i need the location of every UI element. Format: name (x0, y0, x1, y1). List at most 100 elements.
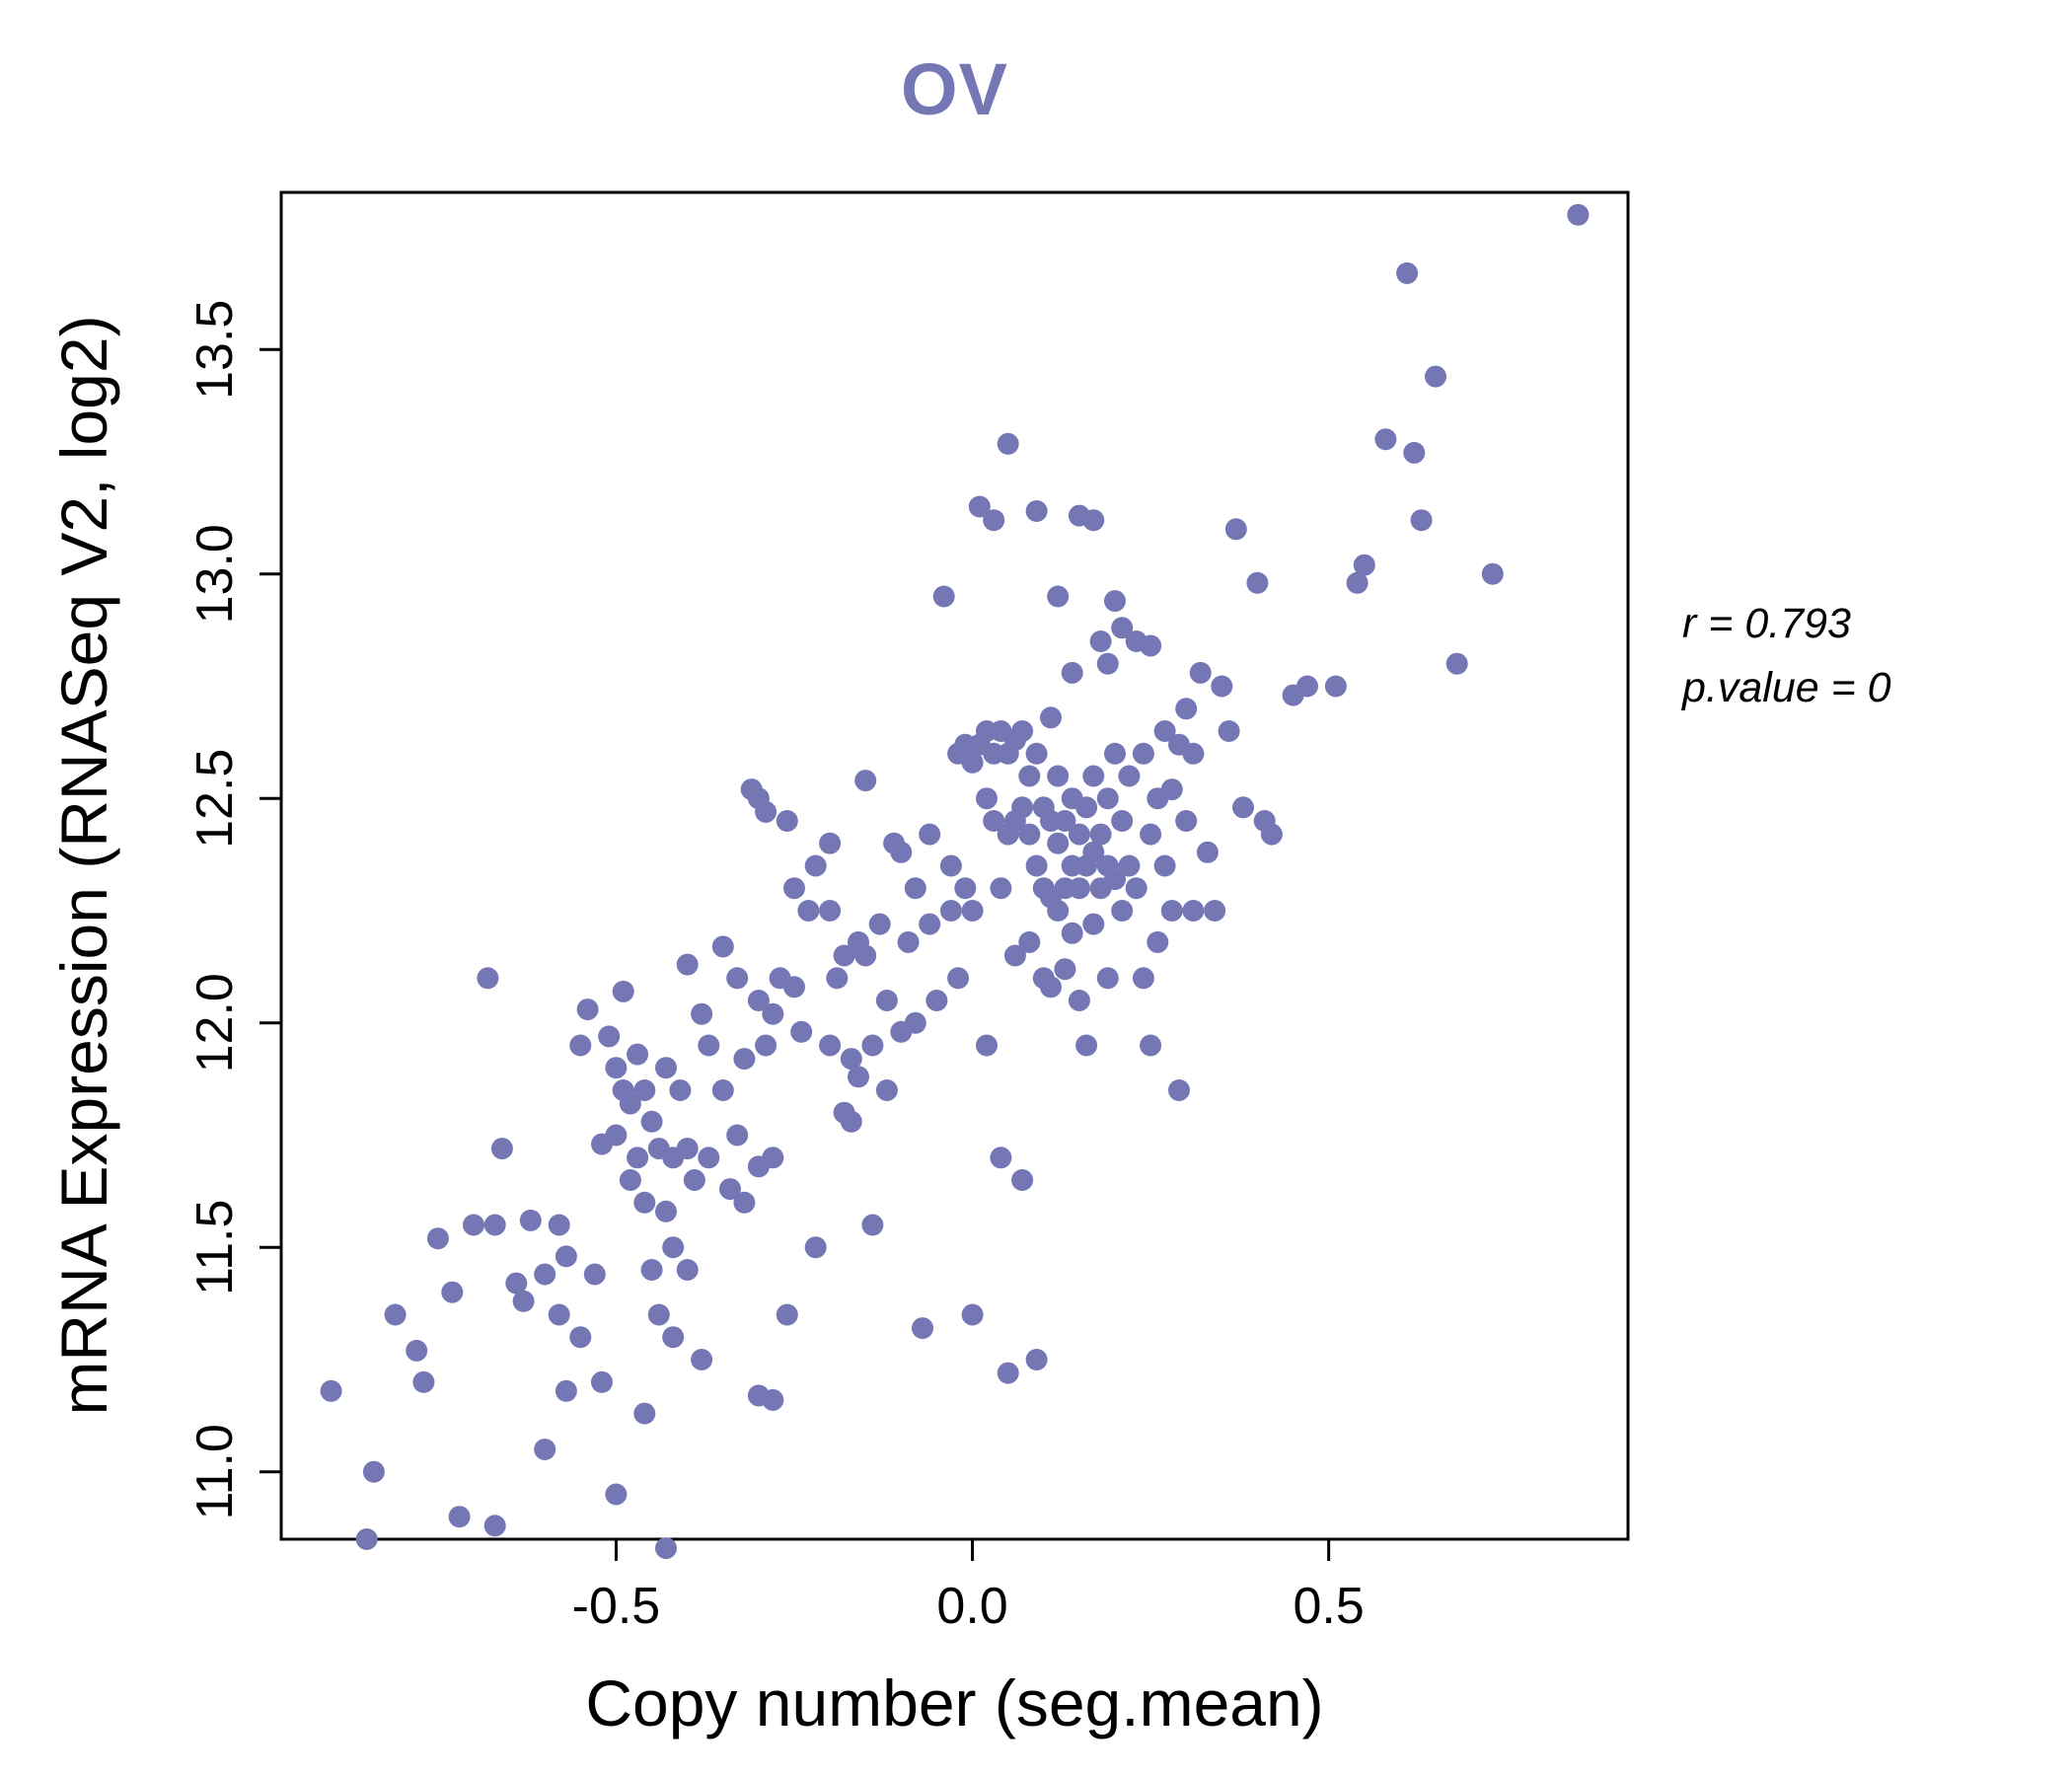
data-point (733, 1048, 756, 1071)
data-point (1011, 796, 1034, 819)
data-point (1403, 441, 1426, 464)
data-point (912, 1317, 933, 1340)
data-point (1147, 930, 1169, 953)
data-point (1140, 1034, 1162, 1057)
data-point (976, 787, 998, 810)
data-point (733, 1191, 756, 1214)
data-point (1068, 823, 1090, 846)
data-point (320, 1379, 342, 1402)
data-point (1047, 832, 1070, 854)
data-point (997, 1362, 1019, 1384)
data-point (463, 1214, 484, 1236)
data-point (1047, 585, 1070, 608)
data-point (1068, 877, 1090, 900)
data-point (762, 1002, 784, 1025)
data-point (534, 1439, 556, 1460)
data-point (1118, 765, 1141, 787)
data-point (569, 1326, 592, 1349)
data-point (726, 1124, 749, 1147)
data-point (1396, 261, 1419, 284)
data-point (1111, 617, 1134, 639)
data-point (1089, 630, 1112, 652)
data-point (483, 1214, 506, 1236)
data-point (698, 1147, 720, 1169)
data-point (897, 930, 920, 953)
y-tick-label: 11.0 (186, 1424, 244, 1519)
data-point (1132, 742, 1154, 765)
data-point (1374, 428, 1397, 451)
data-point (1189, 661, 1212, 684)
data-point (1111, 900, 1134, 922)
data-point (1025, 1349, 1048, 1370)
data-point (633, 1079, 656, 1101)
data-point (683, 1169, 705, 1191)
data-point (819, 900, 842, 922)
data-point (861, 1034, 884, 1057)
data-point (412, 1370, 435, 1393)
data-point (776, 810, 798, 832)
data-point (875, 990, 898, 1011)
data-point (698, 1034, 720, 1057)
data-point (406, 1339, 428, 1362)
data-point (1353, 554, 1375, 576)
data-point (711, 1079, 734, 1101)
data-point (1047, 765, 1070, 787)
chart-title: OV (901, 48, 1008, 130)
data-point (1096, 652, 1119, 675)
data-point (890, 841, 913, 863)
data-point (426, 1227, 449, 1250)
data-point (755, 1034, 777, 1057)
data-point (1153, 854, 1176, 877)
data-point (1153, 720, 1176, 742)
data-point (384, 1303, 407, 1326)
data-point (448, 1506, 471, 1528)
data-point (1089, 823, 1112, 846)
data-point (1040, 976, 1062, 999)
data-point (919, 913, 941, 935)
data-point (1218, 720, 1240, 742)
data-point (1025, 854, 1048, 877)
correlation-p-value: p.value = 0 (1682, 663, 1891, 711)
data-point (854, 770, 877, 792)
correlation-r-value: r = 0.793 (1682, 600, 1851, 647)
data-point (605, 1057, 628, 1079)
data-point (627, 1147, 649, 1169)
data-point (783, 877, 805, 900)
data-point (990, 1147, 1012, 1169)
data-point (797, 900, 820, 922)
data-point (925, 990, 948, 1011)
data-point (726, 967, 749, 990)
data-point (555, 1245, 577, 1268)
data-point (1425, 365, 1446, 388)
data-point (1003, 944, 1026, 967)
data-point (755, 800, 777, 823)
data-point (676, 1138, 699, 1160)
data-point (932, 585, 955, 608)
data-point (576, 999, 599, 1021)
data-point (990, 877, 1012, 900)
data-point (947, 967, 970, 990)
data-point (1182, 900, 1205, 922)
data-point (669, 1079, 692, 1101)
data-point (598, 1025, 621, 1048)
correlation-annotation: r = 0.793 p.value = 0 (1682, 592, 1891, 719)
data-point (1047, 900, 1070, 922)
data-point (1346, 571, 1369, 594)
data-point (483, 1515, 506, 1537)
data-point (1025, 500, 1048, 522)
data-point (512, 1290, 535, 1312)
y-tick-label: 11.5 (186, 1200, 244, 1295)
y-tick-label: 13.5 (186, 300, 244, 400)
data-point (676, 953, 699, 976)
data-point (904, 1011, 926, 1034)
data-point (619, 1169, 641, 1191)
data-point (1175, 698, 1198, 720)
data-point (662, 1236, 685, 1259)
data-point (490, 1138, 513, 1160)
data-point (939, 854, 962, 877)
data-point (848, 1066, 869, 1088)
data-point (1132, 967, 1154, 990)
data-point (983, 509, 1005, 532)
data-point (505, 1272, 528, 1295)
